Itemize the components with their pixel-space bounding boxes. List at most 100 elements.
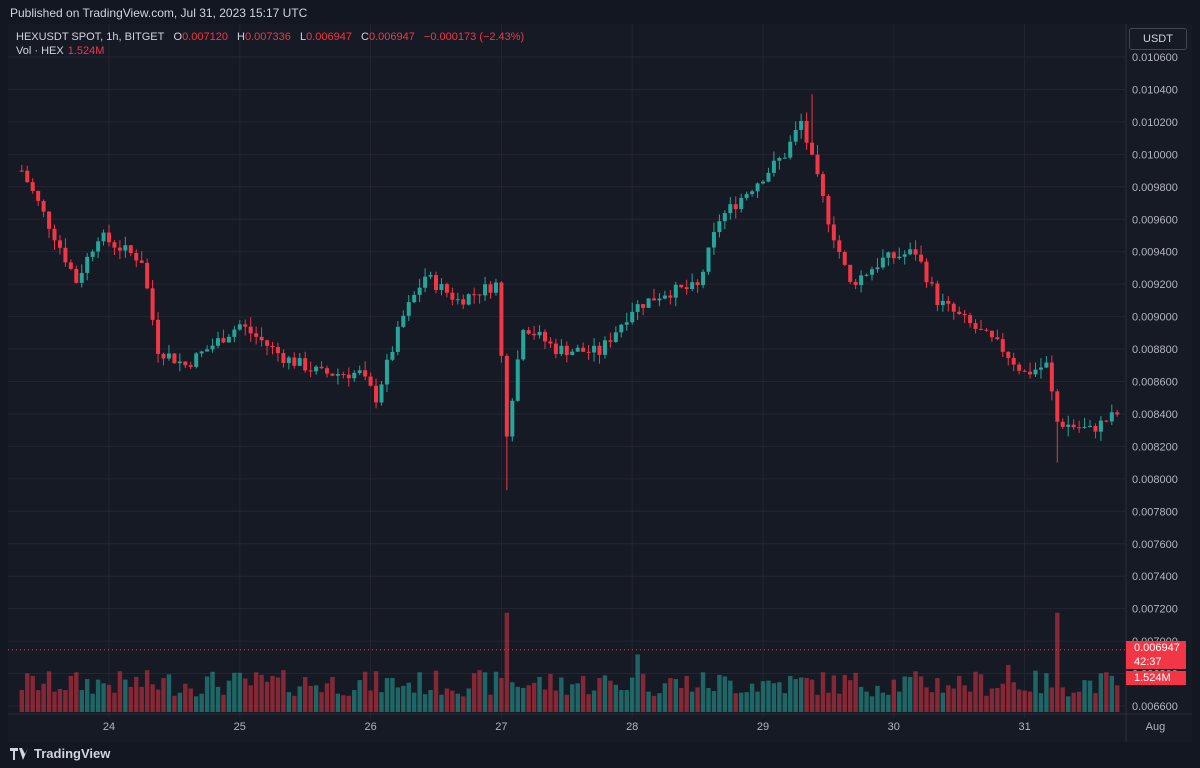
candle-body: [897, 256, 902, 259]
x-tick-label: 29: [757, 721, 769, 733]
volume-bar: [662, 683, 668, 712]
volume-bar: [395, 687, 401, 712]
candle-body: [36, 191, 41, 201]
candle-body: [755, 183, 760, 192]
candle-body: [739, 197, 744, 210]
candle-body: [1033, 369, 1038, 375]
volume-bar: [755, 691, 760, 712]
candle-body: [553, 343, 558, 355]
y-tick-label: 0.010000: [1132, 149, 1178, 161]
volume-bar: [243, 678, 248, 712]
candle-body: [1104, 420, 1109, 422]
volume-bar: [477, 670, 482, 712]
candle-body: [112, 242, 117, 248]
candle-body: [325, 368, 329, 374]
candle-body: [30, 182, 35, 192]
candle-body: [472, 294, 477, 296]
candle-body: [924, 261, 929, 283]
volume-bar: [1027, 691, 1033, 712]
volume-bar: [1022, 690, 1027, 712]
open-label: O: [173, 31, 183, 43]
candle-body: [826, 196, 831, 225]
candle-body: [510, 400, 515, 437]
candle-body: [586, 351, 591, 353]
volume-bar: [668, 678, 673, 712]
volume-bar: [924, 687, 929, 712]
volume-bar: [117, 671, 123, 712]
candle-body: [690, 282, 695, 290]
candle-body: [335, 374, 340, 376]
candle-body: [341, 374, 346, 376]
volume-bar: [635, 654, 640, 712]
volume-bar: [493, 671, 499, 712]
volume-bar: [548, 673, 553, 712]
volume-bar: [471, 673, 477, 712]
candle-body: [935, 283, 940, 306]
volume-bar: [1049, 687, 1055, 712]
volume-legend: Vol · HEX 1.524M: [16, 45, 104, 57]
volume-bar: [907, 676, 913, 712]
volume-bar: [297, 686, 302, 712]
candle-body: [968, 315, 973, 324]
volume-bar: [204, 676, 210, 712]
candle-body: [395, 326, 400, 352]
volume-bar: [793, 679, 798, 712]
volume-bar: [967, 691, 973, 712]
candle-body: [1000, 339, 1005, 352]
candle-body: [575, 347, 580, 352]
y-tick-label: 0.008200: [1132, 441, 1178, 453]
volume-bar: [177, 692, 183, 712]
volume-bar: [1038, 693, 1044, 712]
volume-bar: [820, 672, 826, 712]
volume-bar: [90, 693, 95, 712]
volume-bar: [1109, 675, 1114, 712]
candle-body: [608, 340, 613, 342]
price-chart[interactable]: 0.010600 0.010400 0.010200 0.010000 0.009800…: [8, 24, 1192, 742]
volume-bar: [390, 678, 395, 712]
chart-panel[interactable]: 0.010600 0.010400 0.010200 0.010000 0.009800…: [8, 24, 1192, 742]
volume-bar: [341, 695, 346, 712]
volume-bar: [597, 678, 602, 712]
candle-body: [357, 370, 362, 373]
candle-body: [815, 154, 820, 175]
candle-body: [766, 172, 771, 182]
volume-bar: [1066, 696, 1071, 712]
candle-body: [499, 282, 504, 356]
y-tick-label: 0.009800: [1132, 182, 1178, 194]
volume-bar: [739, 692, 744, 712]
close-value: 0.006947: [368, 31, 415, 43]
candle-body: [401, 315, 406, 327]
volume-bar: [777, 682, 782, 712]
close-label: C: [361, 31, 369, 43]
brand-name: TradingView: [34, 746, 111, 761]
currency-button[interactable]: USDT: [1129, 28, 1187, 50]
volume-bar: [1011, 682, 1016, 712]
volume-bar: [172, 695, 177, 712]
low-label: L: [299, 31, 307, 43]
volume-bar: [270, 675, 275, 712]
candle-body: [537, 331, 542, 336]
volume-bar: [248, 685, 253, 712]
volume-bar: [586, 694, 591, 712]
volume-bar: [766, 680, 771, 712]
y-tick-label: 0.007800: [1132, 506, 1178, 518]
volume-bar: [869, 696, 875, 712]
high-value: 0.007336: [244, 31, 291, 43]
volume-bar: [161, 678, 166, 712]
volume-bar: [259, 674, 264, 712]
candle-body: [919, 254, 924, 262]
volume-bar: [199, 693, 204, 712]
candle-body: [270, 345, 275, 348]
volume-bar: [401, 685, 406, 712]
volume-bar: [700, 672, 706, 712]
volume-bar: [63, 690, 68, 712]
volume-bar: [973, 671, 978, 712]
volume-bar: [450, 690, 455, 712]
volume-bar: [433, 670, 439, 712]
volume-bar: [215, 686, 221, 712]
ohlc-legend: HEXUSDT SPOT, 1h, BITGET O0.007120 H0.00…: [16, 31, 530, 43]
candle-body: [161, 353, 166, 359]
candle-body: [417, 287, 422, 295]
candle-body: [995, 337, 1000, 340]
volume-bar: [864, 691, 869, 712]
